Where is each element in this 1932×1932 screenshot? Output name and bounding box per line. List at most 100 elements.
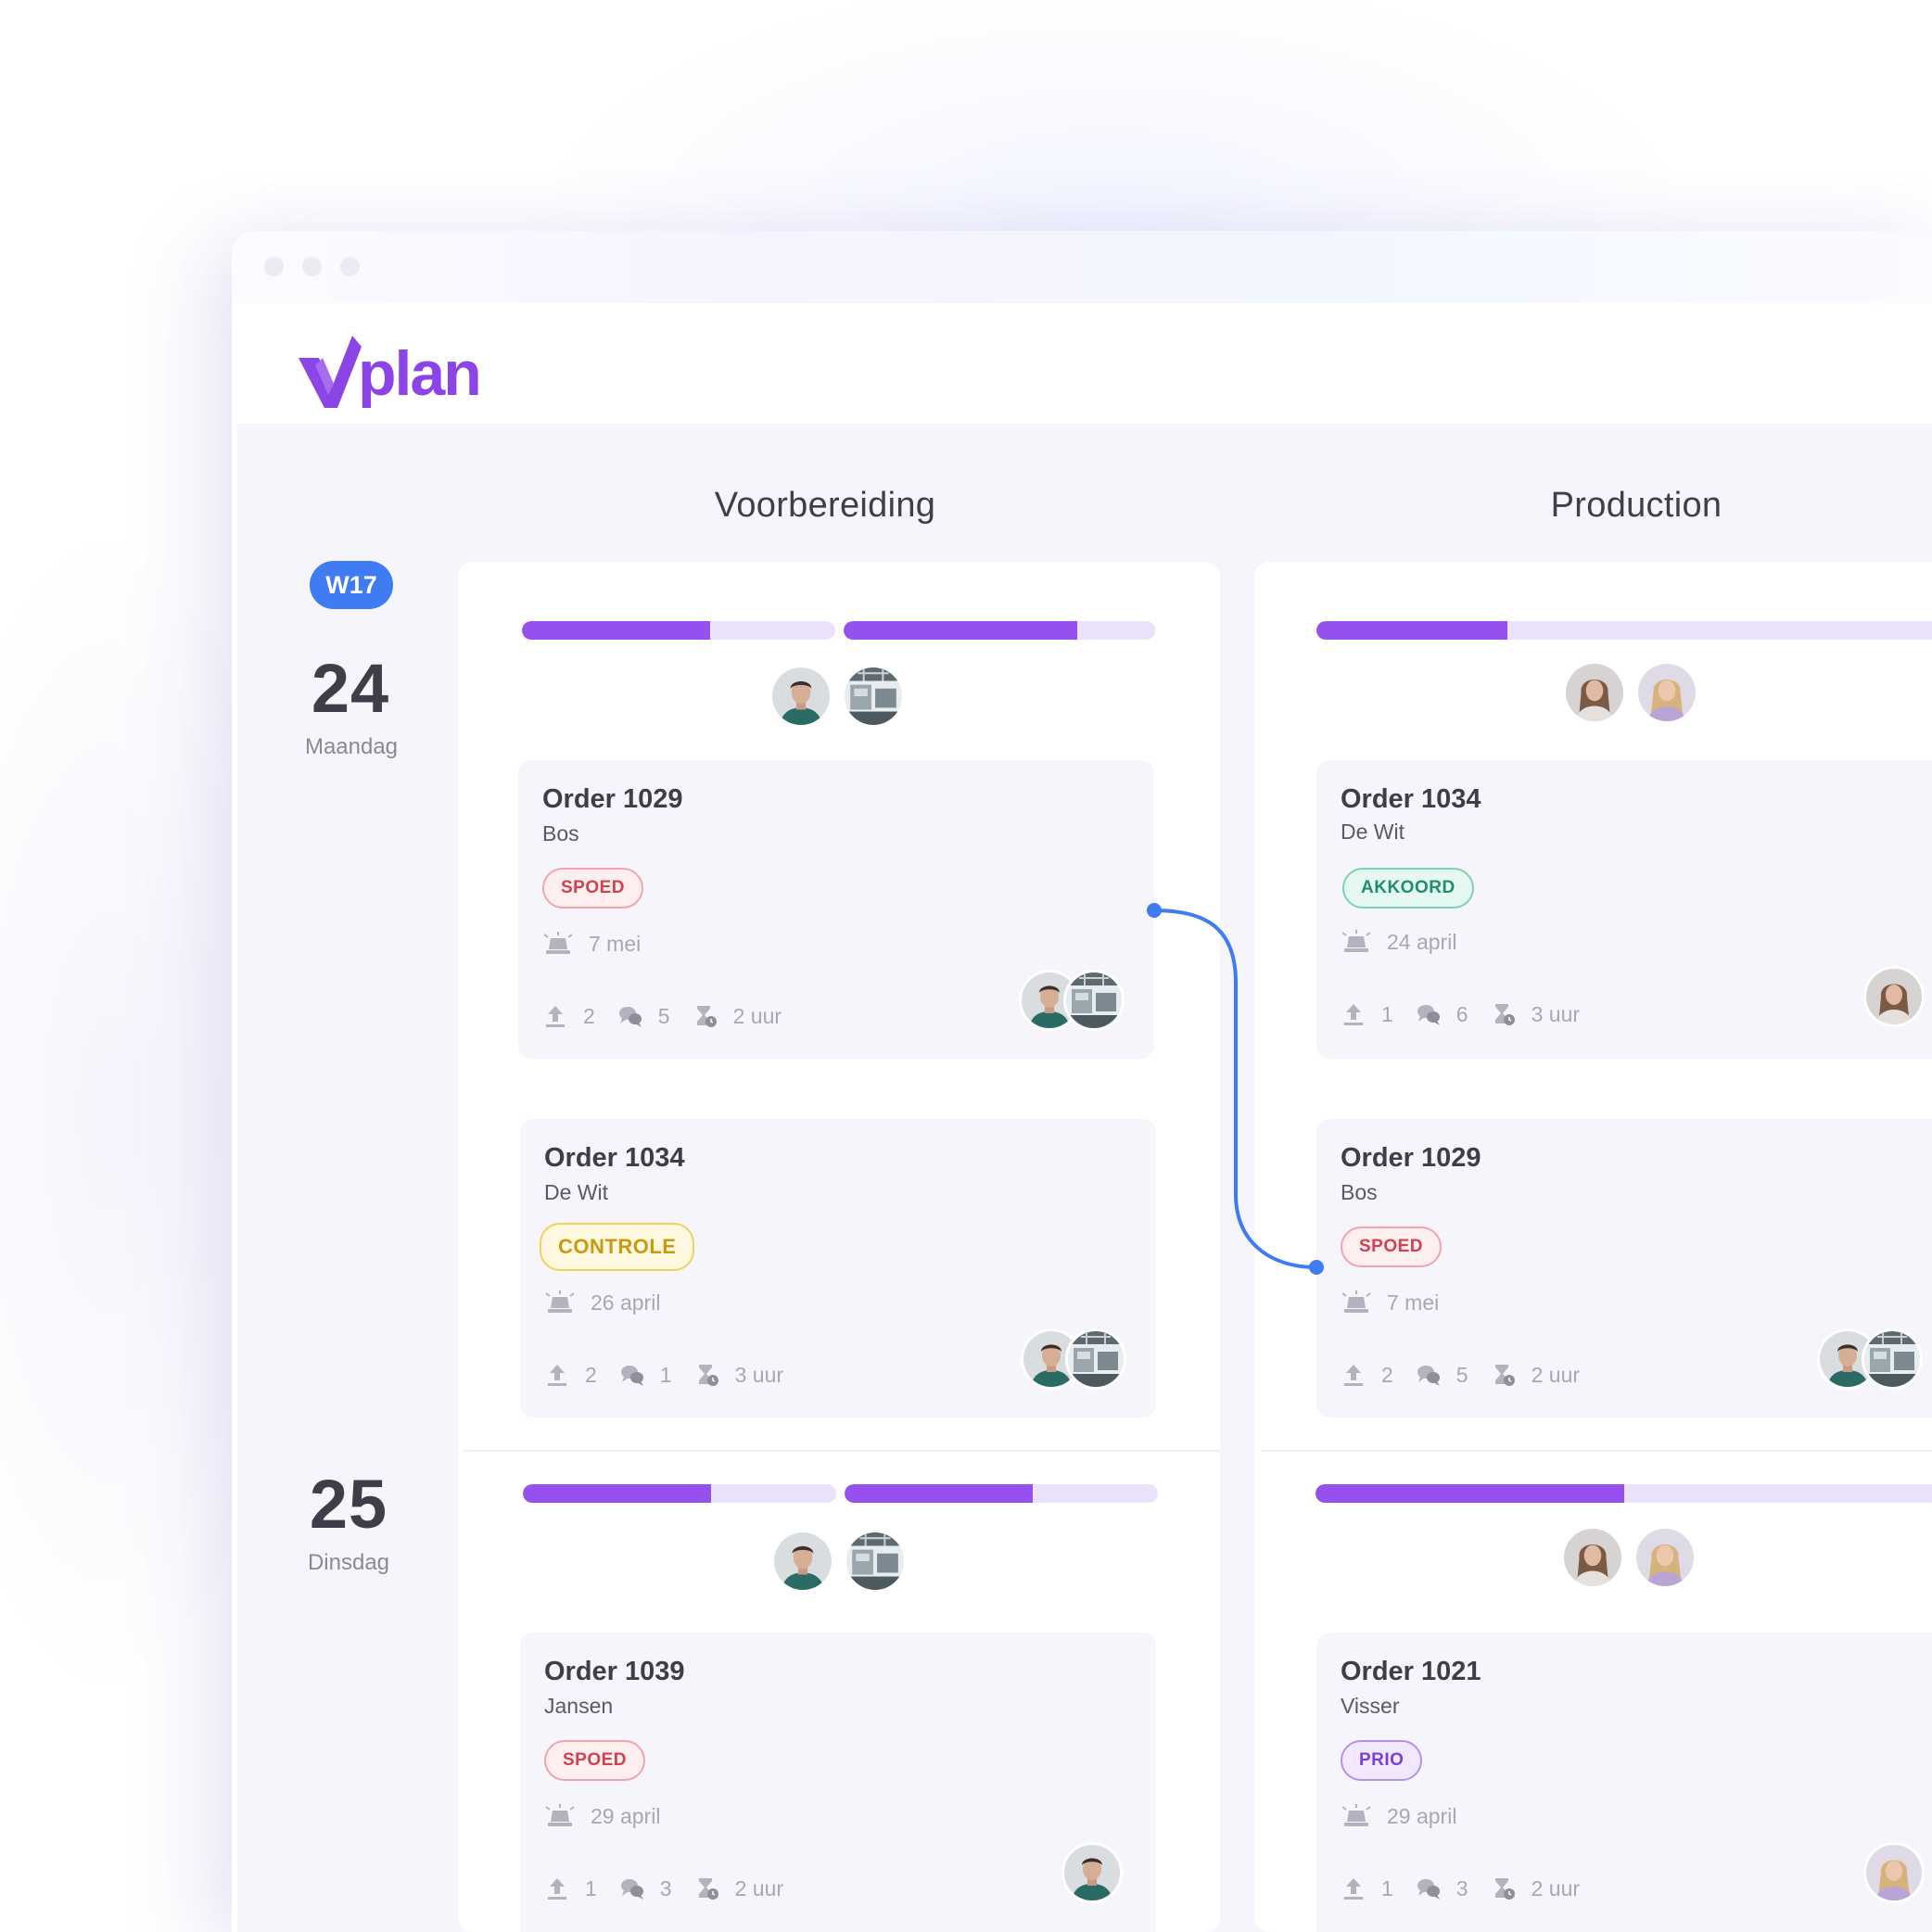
alarm-icon bbox=[1341, 1290, 1379, 1316]
due-date-text: 29 april bbox=[591, 1803, 661, 1828]
woman-avatar[interactable] bbox=[1633, 1526, 1697, 1589]
woman-avatar[interactable] bbox=[1863, 966, 1925, 1027]
status-badge: PRIO bbox=[1341, 1740, 1423, 1781]
order-title: Order 1021 bbox=[1341, 1657, 1481, 1686]
order-card[interactable]: Order 1039 Jansen SPOED 29 april 1 3 2 u… bbox=[520, 1633, 1156, 1932]
day-name: Maandag bbox=[304, 734, 399, 759]
hourglass-icon bbox=[1491, 1875, 1524, 1901]
card-stats: 2 1 3 uur bbox=[544, 1362, 806, 1388]
upload-count: 1 bbox=[1381, 1875, 1393, 1900]
comment-count: 1 bbox=[659, 1362, 672, 1387]
card-stats: 1 3 2 uur bbox=[544, 1875, 806, 1901]
order-client: De Wit bbox=[1341, 820, 1405, 844]
comments-icon bbox=[619, 1362, 653, 1388]
order-title: Order 1039 bbox=[544, 1657, 685, 1686]
comment-count: 3 bbox=[659, 1875, 672, 1900]
window-minimize-dot[interactable] bbox=[302, 257, 322, 276]
hourglass-icon bbox=[1491, 1362, 1524, 1388]
svg-text:plan: plan bbox=[358, 338, 480, 409]
capacity-bar bbox=[523, 1484, 836, 1503]
due-date: 29 april bbox=[544, 1803, 660, 1829]
hourglass-icon bbox=[694, 1875, 728, 1901]
order-title: Order 1029 bbox=[1341, 1143, 1481, 1173]
column-title-production: Production bbox=[1550, 486, 1722, 525]
due-date: 7 mei bbox=[1341, 1290, 1439, 1316]
status-badge: SPOED bbox=[544, 1740, 646, 1781]
man-avatar[interactable] bbox=[769, 665, 833, 728]
comments-icon bbox=[1416, 1362, 1449, 1388]
alarm-icon bbox=[1341, 929, 1379, 955]
comments-icon bbox=[619, 1875, 653, 1901]
alarm-icon bbox=[544, 1290, 583, 1316]
man-avatar[interactable] bbox=[771, 1530, 834, 1593]
card-stats: 2 5 2 uur bbox=[542, 1003, 804, 1029]
order-client: Jansen bbox=[544, 1694, 614, 1718]
order-title: Order 1034 bbox=[544, 1143, 685, 1173]
status-badge: SPOED bbox=[1341, 1227, 1443, 1267]
machine-avatar[interactable] bbox=[1862, 1328, 1923, 1390]
upload-icon bbox=[1341, 1001, 1374, 1027]
woman-avatar[interactable] bbox=[1561, 1526, 1624, 1589]
hourglass-icon bbox=[693, 1003, 726, 1029]
machine-avatar[interactable] bbox=[842, 665, 905, 728]
comments-icon bbox=[1416, 1001, 1449, 1027]
comments-icon bbox=[617, 1003, 651, 1029]
day-number: 25 bbox=[309, 1466, 388, 1543]
order-card[interactable]: Order 1034 De Wit CONTROLE 26 april 2 1 … bbox=[520, 1119, 1156, 1417]
capacity-bar bbox=[1316, 1484, 1932, 1503]
hours-estimate: 2 uur bbox=[1531, 1875, 1581, 1900]
upload-count: 1 bbox=[1381, 1001, 1393, 1026]
woman-avatar[interactable] bbox=[1563, 661, 1626, 724]
order-client: Bos bbox=[542, 821, 579, 845]
week-badge[interactable]: W17 bbox=[310, 561, 393, 609]
upload-icon bbox=[1341, 1875, 1374, 1901]
machine-avatar[interactable] bbox=[1063, 970, 1125, 1031]
order-card[interactable]: Order 1021 Visser PRIO 29 april 1 3 2 uu… bbox=[1316, 1633, 1932, 1932]
day-divider bbox=[464, 1450, 1220, 1452]
upload-count: 1 bbox=[585, 1875, 597, 1900]
woman-avatar[interactable] bbox=[1863, 1842, 1925, 1903]
status-badge: SPOED bbox=[542, 868, 644, 909]
capacity-bar bbox=[522, 621, 835, 640]
upload-icon bbox=[544, 1362, 578, 1388]
day-divider bbox=[1261, 1450, 1932, 1452]
card-stats: 1 6 3 uur bbox=[1341, 1001, 1602, 1027]
order-card[interactable]: Order 1034 De Wit AKKOORD 24 april 1 6 3… bbox=[1316, 760, 1932, 1059]
machine-avatar[interactable] bbox=[1065, 1328, 1126, 1390]
alarm-icon bbox=[544, 1803, 583, 1829]
due-date: 26 april bbox=[544, 1290, 660, 1316]
hourglass-icon bbox=[694, 1362, 728, 1388]
due-date: 24 april bbox=[1341, 929, 1456, 955]
due-date-text: 26 april bbox=[591, 1290, 661, 1315]
upload-count: 2 bbox=[1381, 1362, 1393, 1387]
woman-avatar[interactable] bbox=[1635, 661, 1698, 724]
hours-estimate: 2 uur bbox=[732, 1003, 782, 1028]
day-name: Dinsdag bbox=[307, 1550, 390, 1575]
machine-avatar[interactable] bbox=[844, 1530, 907, 1593]
window-close-dot[interactable] bbox=[264, 257, 284, 276]
order-client: Bos bbox=[1341, 1180, 1378, 1204]
hours-estimate: 3 uur bbox=[734, 1362, 784, 1387]
comment-count: 6 bbox=[1455, 1001, 1468, 1026]
upload-count: 2 bbox=[583, 1003, 595, 1028]
alarm-icon bbox=[542, 931, 581, 957]
due-date-text: 29 april bbox=[1387, 1803, 1457, 1828]
status-badge: AKKOORD bbox=[1342, 868, 1474, 909]
man-avatar[interactable] bbox=[1061, 1842, 1123, 1903]
upload-count: 2 bbox=[585, 1362, 597, 1387]
comment-count: 3 bbox=[1455, 1875, 1468, 1900]
order-client: Visser bbox=[1341, 1694, 1400, 1718]
vplan-logo[interactable]: plan bbox=[297, 328, 510, 412]
order-title: Order 1029 bbox=[542, 784, 683, 814]
hours-estimate: 3 uur bbox=[1531, 1001, 1581, 1026]
due-date: 7 mei bbox=[542, 931, 641, 957]
window-maximize-dot[interactable] bbox=[340, 257, 360, 276]
due-date: 29 april bbox=[1341, 1803, 1456, 1829]
order-title: Order 1034 bbox=[1341, 784, 1481, 814]
due-date-text: 7 mei bbox=[1387, 1290, 1440, 1315]
comments-icon bbox=[1416, 1875, 1449, 1901]
order-card[interactable]: Order 1029 Bos SPOED 7 mei 2 5 2 uur bbox=[518, 760, 1154, 1059]
capacity-bar bbox=[1316, 621, 1932, 640]
order-card[interactable]: Order 1029 Bos SPOED 7 mei 2 5 2 uur bbox=[1316, 1119, 1932, 1417]
alarm-icon bbox=[1341, 1803, 1379, 1829]
